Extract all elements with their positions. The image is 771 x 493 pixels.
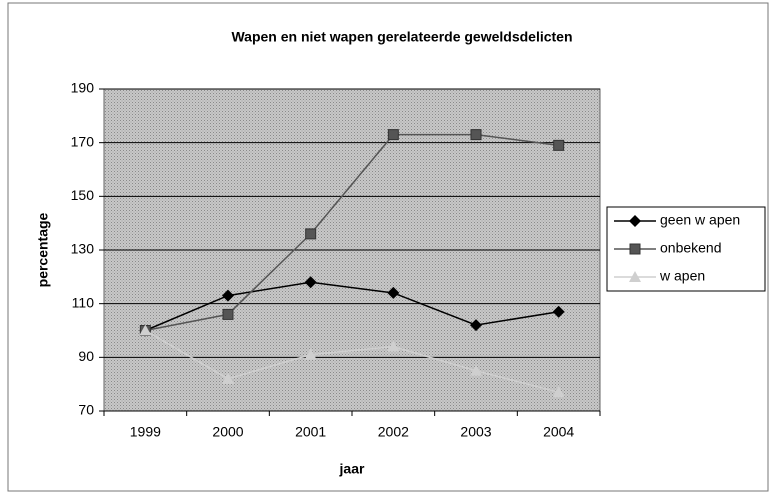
y-tick-label: 110 (72, 294, 95, 310)
diamond-marker (304, 276, 317, 289)
triangle-marker (470, 364, 482, 376)
diamond-marker (387, 286, 400, 299)
y-tick-label: 150 (71, 187, 95, 203)
triangle-marker (139, 324, 152, 336)
series-line (145, 133, 559, 332)
square-marker (387, 129, 399, 141)
triangle-marker (387, 340, 400, 352)
legend-label: geen w apen (660, 212, 740, 228)
y-tick-label: 90 (78, 348, 94, 364)
y-tick-label: 70 (78, 402, 94, 418)
x-tick-label: 2000 (212, 424, 243, 440)
chart-title: Wapen en niet wapen gerelateerde gewelds… (231, 29, 572, 45)
diamond-marker (552, 305, 565, 318)
series-line (144, 329, 559, 393)
triangle-marker (222, 372, 234, 384)
triangle-marker (304, 348, 317, 360)
square-marker (470, 129, 482, 141)
y-tick-label: 170 (71, 133, 95, 149)
y-tick-label: 130 (71, 241, 95, 257)
series-line (145, 281, 559, 332)
square-marker (305, 228, 317, 240)
triangle-marker (629, 271, 641, 282)
triangle-marker (552, 386, 565, 398)
square-marker (222, 308, 234, 320)
x-tick-label: 1999 (130, 424, 161, 440)
diamond-marker (629, 215, 641, 227)
square-marker (553, 139, 565, 151)
x-tick-label: 2003 (460, 424, 491, 440)
x-tick-label: 2001 (295, 424, 326, 440)
x-tick-label: 2004 (543, 424, 574, 440)
diamond-marker (222, 289, 234, 302)
legend-label: onbekend (660, 240, 722, 256)
square-marker (629, 243, 641, 255)
legend-label: w apen (659, 268, 705, 284)
y-axis-label: percentage (35, 212, 51, 287)
y-tick-label: 190 (71, 80, 95, 96)
diamond-marker (470, 319, 482, 332)
x-tick-label: 2002 (378, 424, 409, 440)
x-axis-label: jaar (339, 461, 365, 477)
